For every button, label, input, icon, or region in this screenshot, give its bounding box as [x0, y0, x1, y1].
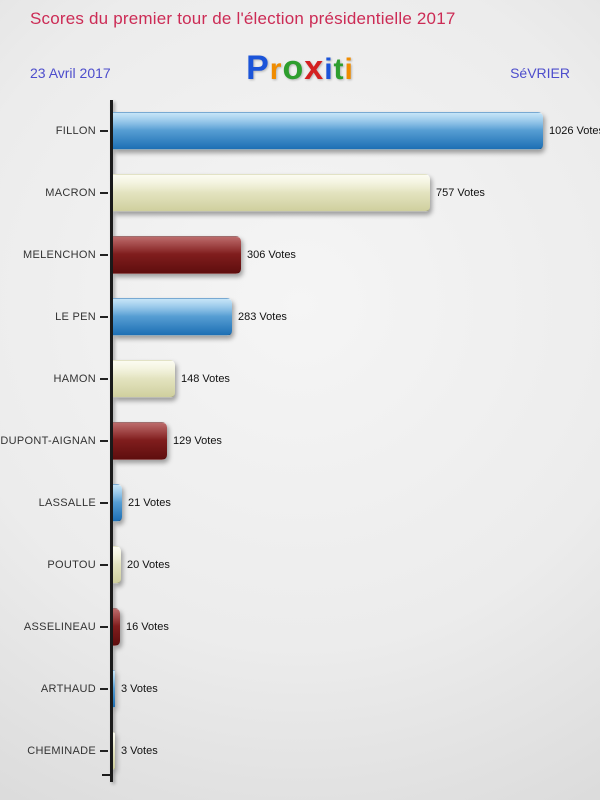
- bar-area: 757 Votes: [113, 174, 485, 212]
- candidate-label: CHEMINADE: [27, 745, 96, 757]
- vote-count-label: 1026 Votes: [549, 125, 600, 137]
- vote-bar: [113, 670, 115, 708]
- vote-count-label: 3 Votes: [121, 745, 158, 757]
- chart-row: POUTOU 20 Votes: [0, 534, 600, 596]
- proxiti-logo: Proxiti: [246, 49, 354, 88]
- axis-tick: [100, 378, 108, 380]
- page-title: Scores du premier tour de l'élection pré…: [30, 9, 456, 28]
- logo-letter: i: [324, 53, 334, 86]
- logo-letter: P: [246, 49, 270, 87]
- axis-tick: [100, 192, 108, 194]
- bar-area: 283 Votes: [113, 298, 287, 336]
- axis-tick: [100, 502, 108, 504]
- logo-letter: t: [333, 53, 345, 86]
- vote-count-label: 3 Votes: [121, 683, 158, 695]
- vote-count-label: 148 Votes: [181, 373, 230, 385]
- vote-bar: [113, 112, 543, 150]
- vote-count-label: 21 Votes: [128, 497, 171, 509]
- vote-bar: [113, 422, 167, 460]
- axis-tick: [100, 626, 108, 628]
- vote-count-label: 16 Votes: [126, 621, 169, 633]
- subheader: 23 Avril 2017 Proxiti SéVRIER: [30, 49, 570, 91]
- candidate-label: POUTOU: [47, 559, 96, 571]
- candidate-label: MELENCHON: [23, 249, 96, 261]
- vote-count-label: 283 Votes: [238, 311, 287, 323]
- bar-area: 20 Votes: [113, 546, 170, 584]
- bar-area: 3 Votes: [113, 670, 158, 708]
- vote-bar: [113, 546, 121, 584]
- logo-letter: r: [269, 53, 283, 86]
- axis-tick: [100, 440, 108, 442]
- candidate-label: ARTHAUD: [40, 683, 96, 695]
- axis-tick: [100, 688, 108, 690]
- vote-count-label: 129 Votes: [173, 435, 222, 447]
- vote-bar: [113, 484, 122, 522]
- bar-area: 1026 Votes: [113, 112, 600, 150]
- chart-row: CHEMINADE 3 Votes: [0, 720, 600, 782]
- axis-tick: [100, 130, 108, 132]
- chart-row: FILLON 1026 Votes: [0, 100, 600, 162]
- bar-area: 148 Votes: [113, 360, 230, 398]
- vote-bar: [113, 236, 241, 274]
- logo-letter: x: [304, 49, 325, 87]
- bar-area: 129 Votes: [113, 422, 222, 460]
- logo-letter: i: [344, 53, 354, 86]
- candidate-label: ASSELINEAU: [23, 621, 96, 633]
- chart-row: ASSELINEAU 16 Votes: [0, 596, 600, 658]
- chart-row: HAMON 148 Votes: [0, 348, 600, 410]
- candidate-label: DUPONT-AIGNAN: [0, 435, 96, 447]
- candidate-label: LE PEN: [55, 311, 96, 323]
- axis-bottom-tick: [102, 774, 111, 776]
- bar-area: 306 Votes: [113, 236, 296, 274]
- election-date: 23 Avril 2017: [30, 65, 111, 81]
- chart-row: LE PEN 283 Votes: [0, 286, 600, 348]
- candidate-label: MACRON: [45, 187, 96, 199]
- candidate-label: HAMON: [53, 373, 96, 385]
- vote-bar: [113, 608, 120, 646]
- bar-area: 3 Votes: [113, 732, 158, 770]
- vote-bar: [113, 360, 175, 398]
- chart-row: DUPONT-AIGNAN 129 Votes: [0, 410, 600, 472]
- chart-axis: [110, 100, 113, 782]
- bar-chart: FILLON 1026 Votes MACRON 757 Votes MELENCHON…: [0, 100, 600, 782]
- commune-name: SéVRIER: [510, 65, 570, 81]
- vote-bar: [113, 174, 430, 212]
- chart-row: MACRON 757 Votes: [0, 162, 600, 224]
- vote-bar: [113, 732, 115, 770]
- axis-tick: [100, 254, 108, 256]
- axis-tick: [100, 316, 108, 318]
- chart-row: LASSALLE 21 Votes: [0, 472, 600, 534]
- axis-tick: [100, 750, 108, 752]
- candidate-label: FILLON: [55, 125, 96, 137]
- bar-area: 16 Votes: [113, 608, 169, 646]
- bar-area: 21 Votes: [113, 484, 171, 522]
- axis-tick: [100, 564, 108, 566]
- chart-row: ARTHAUD 3 Votes: [0, 658, 600, 720]
- vote-bar: [113, 298, 232, 336]
- candidate-label: LASSALLE: [38, 497, 96, 509]
- logo-letter: o: [282, 49, 305, 87]
- vote-count-label: 306 Votes: [247, 249, 296, 261]
- chart-row: MELENCHON 306 Votes: [0, 224, 600, 286]
- vote-count-label: 20 Votes: [127, 559, 170, 571]
- vote-count-label: 757 Votes: [436, 187, 485, 199]
